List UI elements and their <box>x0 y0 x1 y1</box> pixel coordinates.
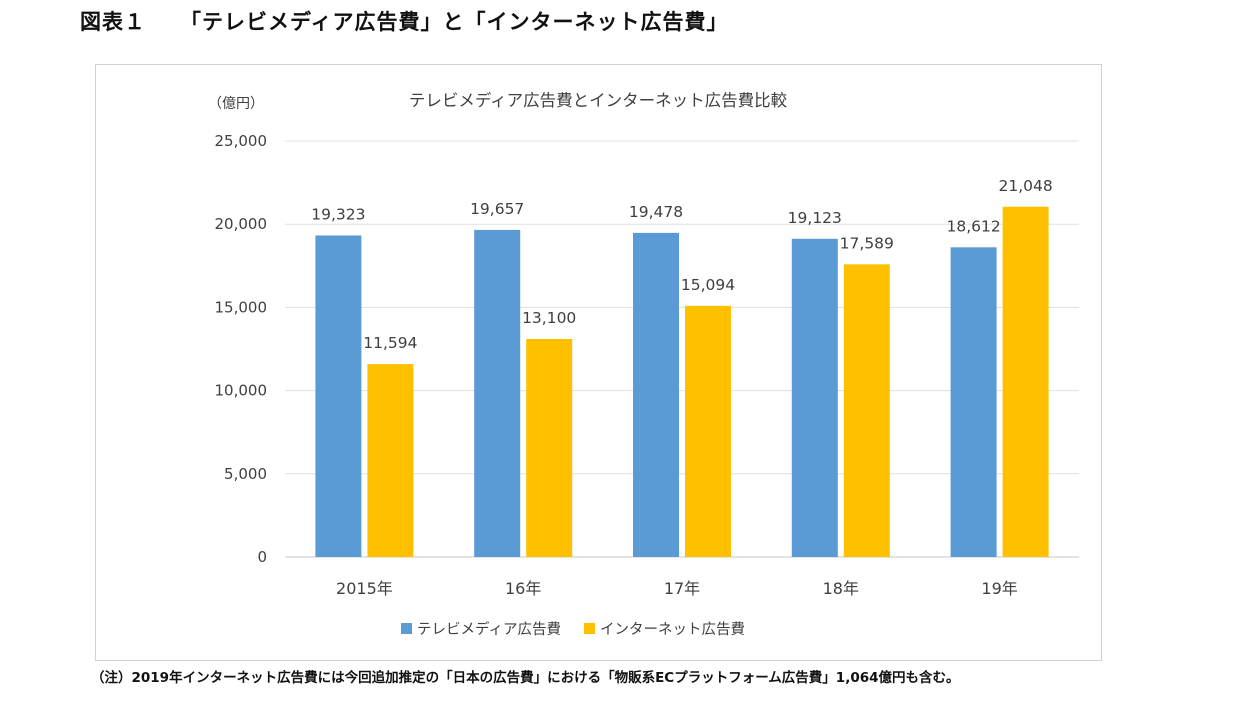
data-label: 15,094 <box>681 276 735 294</box>
y-tick-label: 10,000 <box>215 382 268 400</box>
y-tick-label: 25,000 <box>215 132 268 150</box>
legend-swatch <box>401 623 412 634</box>
legend-label: インターネット広告費 <box>600 621 745 638</box>
data-label: 18,612 <box>946 217 1000 235</box>
y-tick-labels: 0 5,000 10,000 15,000 20,000 25,000 <box>215 132 268 566</box>
legend-swatch <box>584 623 595 634</box>
footnote: （注）2019年インターネット広告費には今回追加推定の「日本の広告費」における「… <box>91 670 960 686</box>
gridlines <box>285 140 1079 558</box>
bar-tv <box>791 238 838 557</box>
x-tick-label: 17年 <box>664 579 700 598</box>
y-tick-label: 0 <box>257 548 267 566</box>
x-tick-label: 18年 <box>823 579 859 598</box>
value-labels: 19,323 11,594 19,657 13,100 19,478 15,094 19,1… <box>311 177 1052 352</box>
x-tick-label: 19年 <box>981 579 1017 598</box>
bar-internet <box>1002 206 1049 557</box>
data-label: 13,100 <box>522 309 576 327</box>
bar-internet <box>526 339 573 557</box>
data-label: 19,323 <box>311 205 365 223</box>
bar-tv <box>315 235 362 558</box>
bar-tv <box>633 232 679 557</box>
x-tick-labels: 2015年 16年 17年 18年 19年 <box>336 579 1018 598</box>
x-tick-label: 2015年 <box>336 579 393 598</box>
data-label: 19,657 <box>470 200 524 218</box>
data-label: 21,048 <box>998 177 1052 195</box>
data-label: 19,123 <box>788 209 842 227</box>
figure-title: 図表１ 「テレビメディア広告費」と「インターネット広告費」 <box>80 6 729 36</box>
data-label: 17,589 <box>840 234 894 252</box>
y-tick-label: 20,000 <box>215 215 268 233</box>
chart-container: テレビメディア広告費とインターネット広告費比較 （億円） 0 5,000 10,00… <box>95 64 1102 661</box>
bar-tv <box>474 229 521 557</box>
chart-title: テレビメディア広告費とインターネット広告費比較 <box>409 90 788 110</box>
figure-label: 図表１ <box>80 10 146 34</box>
data-label: 11,594 <box>363 334 417 352</box>
data-label: 19,478 <box>629 203 683 221</box>
y-axis-unit-label: （億円） <box>208 96 264 112</box>
y-tick-label: 15,000 <box>215 298 268 316</box>
legend: テレビメディア広告費 インターネット広告費 <box>401 620 745 638</box>
bar-tv <box>950 247 997 557</box>
y-tick-label: 5,000 <box>224 465 267 483</box>
bars <box>315 206 1049 558</box>
bar-internet <box>367 364 414 557</box>
legend-label: テレビメディア広告費 <box>417 620 561 638</box>
bar-chart: テレビメディア広告費とインターネット広告費比較 （億円） 0 5,000 10,00… <box>208 90 1079 638</box>
bar-internet <box>843 264 890 557</box>
bar-internet <box>685 305 731 557</box>
figure-heading: 「テレビメディア広告費」と「インターネット広告費」 <box>180 10 729 34</box>
x-tick-label: 16年 <box>505 579 541 598</box>
